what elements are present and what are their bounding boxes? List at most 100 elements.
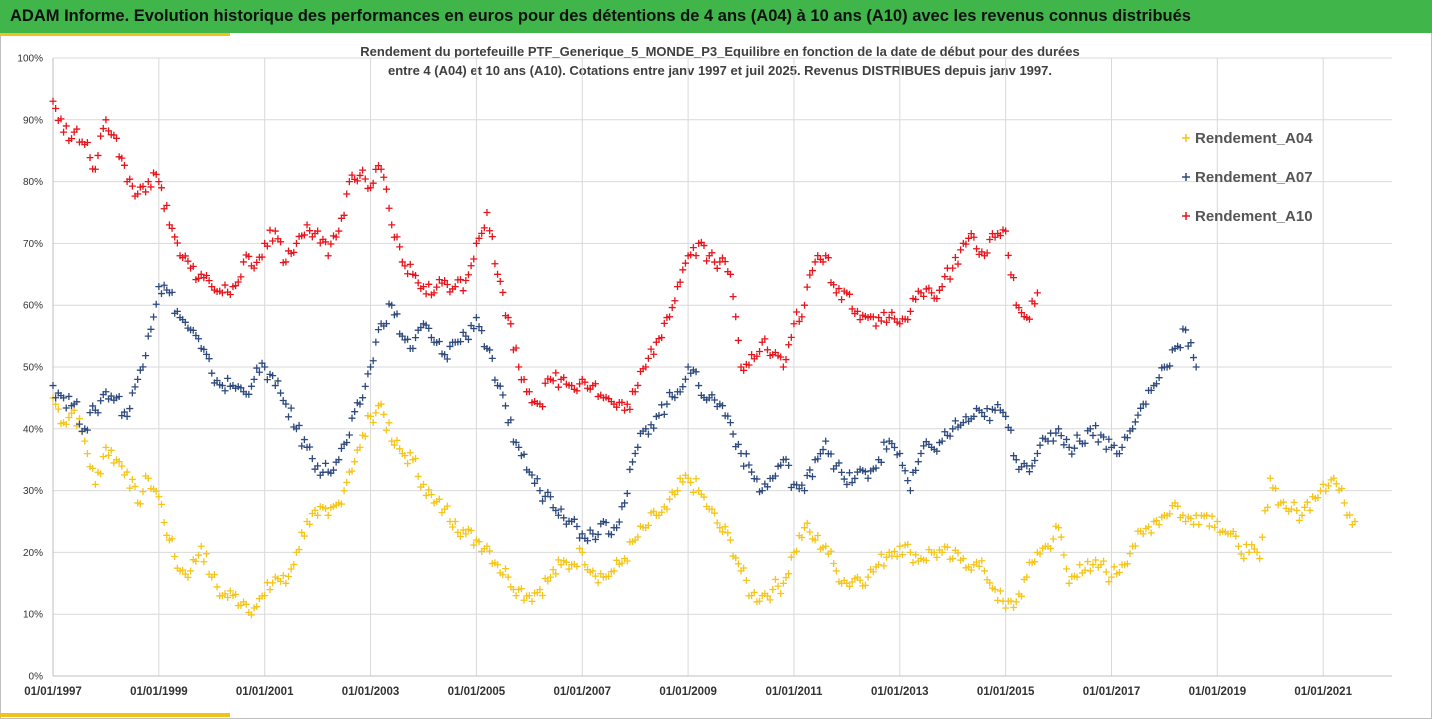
data-point xyxy=(70,406,78,414)
data-point xyxy=(475,323,483,331)
data-point xyxy=(621,406,629,414)
data-point xyxy=(171,233,179,241)
data-point xyxy=(708,505,716,513)
legend-item: Rendement_A10 xyxy=(1182,208,1313,225)
data-point xyxy=(954,260,962,268)
data-point xyxy=(435,495,443,503)
data-point xyxy=(1057,533,1065,541)
x-tick-label: 01/01/2007 xyxy=(553,686,611,698)
data-point xyxy=(470,255,478,263)
data-point xyxy=(943,543,951,551)
data-point xyxy=(54,405,62,413)
data-point xyxy=(367,363,375,371)
data-point xyxy=(1319,480,1327,488)
data-point xyxy=(1298,511,1306,519)
data-point xyxy=(306,443,314,451)
data-point xyxy=(483,542,491,550)
legend-marker xyxy=(1182,173,1190,181)
data-point xyxy=(425,486,433,494)
data-point xyxy=(60,128,68,136)
data-point xyxy=(1287,505,1295,513)
data-point xyxy=(658,334,666,342)
data-point xyxy=(1213,518,1221,525)
data-point xyxy=(1105,578,1113,586)
data-point xyxy=(83,450,91,458)
data-point xyxy=(626,465,634,473)
data-point xyxy=(419,283,427,291)
data-point xyxy=(631,450,639,458)
data-point xyxy=(1007,597,1015,605)
data-point xyxy=(713,264,721,272)
data-point xyxy=(142,352,150,360)
data-point xyxy=(234,278,242,286)
data-point xyxy=(917,450,925,458)
data-point xyxy=(467,527,475,535)
data-point xyxy=(785,341,793,349)
data-point xyxy=(147,183,155,191)
data-point xyxy=(740,366,748,374)
y-tick-label: 80% xyxy=(23,177,43,188)
data-point xyxy=(139,182,147,190)
data-point xyxy=(1253,548,1261,556)
data-point xyxy=(205,355,213,363)
data-point xyxy=(1137,404,1145,412)
data-point xyxy=(1002,412,1010,420)
data-point xyxy=(970,233,978,241)
data-point xyxy=(496,382,504,390)
data-point xyxy=(361,175,369,183)
data-point xyxy=(928,289,936,297)
data-point xyxy=(951,253,959,261)
data-point xyxy=(904,540,912,548)
data-point xyxy=(777,353,785,361)
data-point xyxy=(173,239,181,247)
data-point xyxy=(507,416,515,424)
data-point xyxy=(298,528,306,536)
x-tick-label: 01/01/1997 xyxy=(24,686,82,698)
data-point xyxy=(1065,443,1073,451)
data-point xyxy=(81,437,89,445)
data-point xyxy=(163,531,171,539)
data-point xyxy=(991,233,999,241)
data-point xyxy=(369,418,377,426)
data-point xyxy=(769,585,777,593)
data-point xyxy=(578,530,586,538)
data-point xyxy=(695,382,703,390)
data-point xyxy=(348,414,356,422)
data-point xyxy=(1076,561,1084,569)
data-point xyxy=(832,289,840,297)
data-point xyxy=(165,221,173,229)
data-point xyxy=(938,283,946,291)
data-point xyxy=(552,570,560,578)
data-point xyxy=(785,570,793,578)
data-point xyxy=(462,530,470,538)
data-point xyxy=(671,490,679,498)
data-point xyxy=(253,364,261,372)
data-point xyxy=(814,252,822,260)
data-point xyxy=(457,276,465,284)
x-tick-label: 01/01/2011 xyxy=(765,686,823,698)
data-point xyxy=(464,335,472,343)
data-point xyxy=(576,380,584,388)
data-point xyxy=(734,336,742,344)
chart-title-line-2: entre 4 (A04) et 10 ans (A10). Cotations… xyxy=(388,63,1052,78)
data-point xyxy=(933,447,941,455)
data-point xyxy=(491,260,499,268)
data-point xyxy=(922,556,930,564)
data-point xyxy=(107,446,115,454)
data-point xyxy=(73,398,81,406)
data-point xyxy=(891,547,899,555)
data-point xyxy=(689,244,697,252)
data-point xyxy=(155,283,163,291)
data-point xyxy=(1025,468,1033,476)
data-point xyxy=(282,579,290,587)
data-point xyxy=(277,389,285,397)
y-tick-label: 50% xyxy=(23,363,43,374)
data-point xyxy=(499,571,507,579)
data-point xyxy=(1028,462,1036,470)
data-point xyxy=(1229,527,1237,535)
data-point xyxy=(1155,521,1163,529)
data-point xyxy=(382,185,390,193)
data-point xyxy=(573,523,581,531)
data-point xyxy=(348,171,356,179)
data-point xyxy=(62,420,70,428)
